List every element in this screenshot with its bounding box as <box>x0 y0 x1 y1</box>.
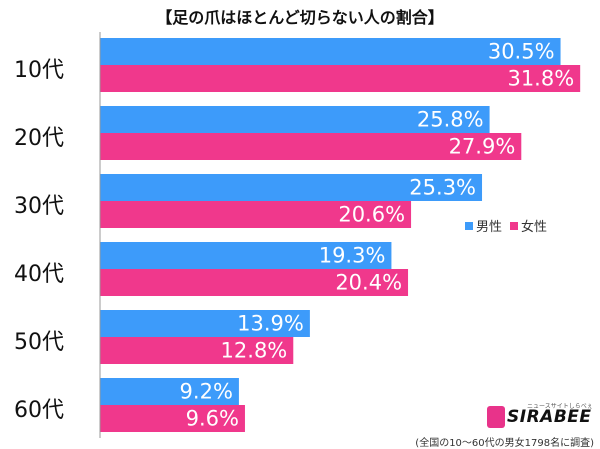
bar-female <box>100 133 522 160</box>
category-label: 50代 <box>14 330 64 355</box>
bar-male <box>100 38 561 65</box>
category-label: 20代 <box>14 126 64 151</box>
sirabee-logo: ニュースサイトしらべぇ SIRABEE <box>487 403 595 430</box>
category-label: 40代 <box>14 262 64 287</box>
legend-item-female: 女性 <box>510 216 547 235</box>
value-label-female: 27.9% <box>449 135 516 159</box>
value-label-male: 19.3% <box>319 244 386 268</box>
value-label-male: 13.9% <box>237 312 304 336</box>
bar-female <box>100 337 294 364</box>
bar-male <box>100 106 490 133</box>
legend-swatch-female <box>510 221 519 230</box>
value-label-male: 9.2% <box>180 380 233 404</box>
bar-female <box>100 65 581 92</box>
logo-subtitle: ニュースサイトしらべぇ <box>527 403 593 410</box>
legend-item-male: 男性 <box>465 216 502 235</box>
legend-label-female: 女性 <box>521 220 548 235</box>
survey-footnote: (全国の10〜60代の男女1798名に調査) <box>415 438 594 449</box>
value-label-male: 25.3% <box>409 176 476 200</box>
bar-female <box>100 269 409 296</box>
value-label-female: 9.6% <box>186 407 239 431</box>
value-label-male: 30.5% <box>488 40 555 64</box>
bar-female <box>100 201 412 228</box>
category-label: 30代 <box>14 194 64 219</box>
bar-male <box>100 174 483 201</box>
legend: 男性 女性 <box>465 216 547 235</box>
bar-male <box>100 242 392 269</box>
bar-female <box>100 405 245 432</box>
value-label-female: 20.4% <box>335 271 402 295</box>
legend-label-male: 男性 <box>476 220 503 235</box>
logo-mark-icon <box>487 406 505 428</box>
legend-swatch-male <box>465 221 473 230</box>
value-label-female: 12.8% <box>221 339 288 363</box>
bar-male <box>100 378 239 405</box>
value-label-female: 31.8% <box>507 67 574 91</box>
chart-title: 【足の爪はほとんど切らない人の割合】 <box>156 8 444 27</box>
category-label: 60代 <box>14 398 64 423</box>
category-label: 10代 <box>14 58 64 83</box>
value-label-female: 20.6% <box>338 203 405 227</box>
value-label-male: 25.8% <box>417 108 484 132</box>
logo-text: SIRABEE <box>507 407 592 427</box>
bar-male <box>100 310 310 337</box>
